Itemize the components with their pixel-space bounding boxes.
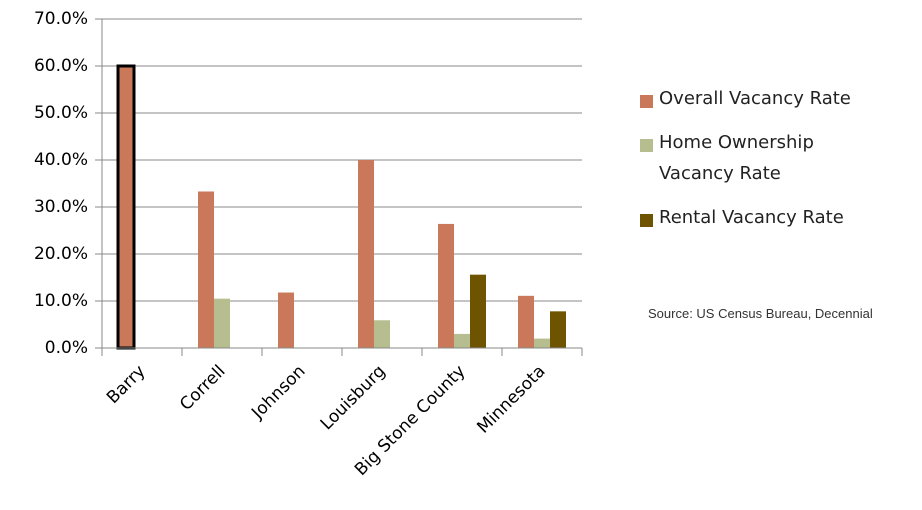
- bar: [278, 292, 294, 348]
- legend-swatch: [640, 95, 653, 108]
- bar: [374, 320, 390, 348]
- bar: [438, 223, 454, 348]
- bar: [358, 160, 374, 348]
- legend-swatch: [640, 214, 653, 227]
- y-tick-label: 30.0%: [34, 197, 88, 217]
- y-tick-label: 70.0%: [34, 9, 88, 29]
- legend-label: Rental Vacancy Rate: [659, 207, 844, 228]
- legend-label: Home Ownership Vacancy Rate: [659, 132, 814, 184]
- bar: [534, 338, 550, 348]
- y-tick-label: 40.0%: [34, 150, 88, 170]
- x-tick-label: Correll: [176, 361, 229, 414]
- legend-item: Rental Vacancy Rate: [640, 207, 910, 233]
- source-note: Source: US Census Bureau, Decennial: [648, 306, 873, 321]
- y-tick-label: 20.0%: [34, 244, 88, 264]
- y-tick-label: 10.0%: [34, 291, 88, 311]
- bar: [470, 274, 486, 348]
- bar: [518, 295, 534, 348]
- y-tick-label: 60.0%: [34, 56, 88, 76]
- bar: [550, 311, 566, 348]
- y-tick-label: 50.0%: [34, 103, 88, 123]
- legend-swatch: [640, 139, 653, 152]
- x-tick-label: Johnson: [247, 361, 309, 423]
- legend-item: Home Ownership Vacancy Rate: [640, 132, 910, 189]
- bar: [198, 191, 214, 348]
- x-tick-label: Louisburg: [317, 361, 390, 434]
- legend: Overall Vacancy Rate Home Ownership Vacan…: [640, 88, 910, 253]
- x-tick-label: Minnesota: [473, 361, 549, 437]
- bar: [454, 333, 470, 348]
- bar: [214, 298, 230, 348]
- y-tick-label: 0.0%: [45, 338, 88, 358]
- x-tick-label: Barry: [103, 361, 150, 408]
- legend-label: Overall Vacancy Rate: [659, 88, 851, 109]
- bar: [116, 64, 136, 350]
- legend-item: Overall Vacancy Rate: [640, 88, 910, 114]
